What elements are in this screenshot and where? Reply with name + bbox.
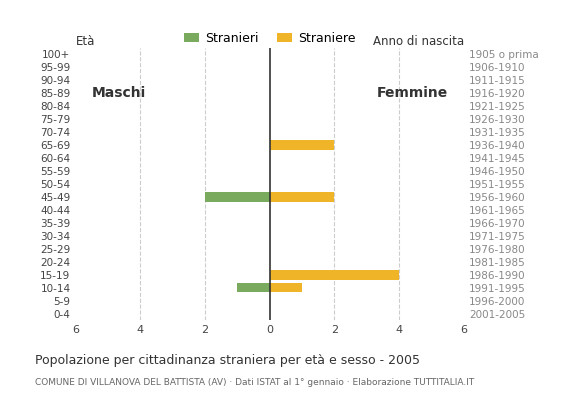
Bar [205,192,270,202]
Text: Maschi: Maschi [92,86,146,100]
Bar [270,140,335,150]
Bar [237,283,270,292]
Bar [270,283,302,292]
Text: COMUNE DI VILLANOVA DEL BATTISTA (AV) · Dati ISTAT al 1° gennaio · Elaborazione : COMUNE DI VILLANOVA DEL BATTISTA (AV) · … [35,378,474,387]
Text: Femmine: Femmine [376,86,448,100]
Bar [270,192,335,202]
Text: Età: Età [75,35,95,48]
Legend: Stranieri, Straniere: Stranieri, Straniere [179,27,361,50]
Bar [270,270,399,280]
Text: Popolazione per cittadinanza straniera per età e sesso - 2005: Popolazione per cittadinanza straniera p… [35,354,420,367]
Text: Anno di nascita: Anno di nascita [373,35,464,48]
